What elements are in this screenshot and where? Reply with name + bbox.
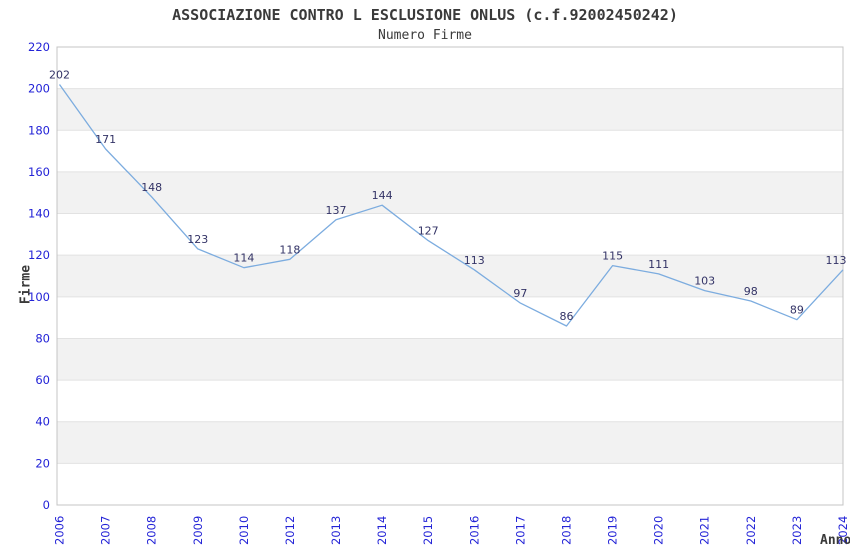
svg-text:2016: 2016 — [467, 516, 481, 545]
svg-text:111: 111 — [648, 258, 669, 271]
svg-text:127: 127 — [418, 225, 439, 238]
svg-text:60: 60 — [35, 373, 50, 387]
svg-text:123: 123 — [187, 233, 208, 246]
svg-text:202: 202 — [49, 69, 70, 82]
svg-text:2007: 2007 — [99, 516, 113, 545]
chart-subtitle: Numero Firme — [378, 28, 472, 43]
svg-text:2012: 2012 — [283, 516, 297, 545]
svg-text:2014: 2014 — [375, 516, 389, 545]
y-axis-title: Firme — [18, 264, 34, 305]
svg-text:140: 140 — [28, 207, 50, 221]
svg-text:2008: 2008 — [145, 516, 159, 545]
svg-text:144: 144 — [372, 189, 393, 202]
svg-text:115: 115 — [602, 250, 623, 263]
svg-text:180: 180 — [28, 123, 50, 137]
svg-text:114: 114 — [233, 252, 254, 265]
svg-text:2021: 2021 — [698, 516, 712, 545]
svg-text:2010: 2010 — [237, 516, 251, 545]
svg-text:89: 89 — [790, 304, 804, 317]
svg-text:98: 98 — [744, 285, 758, 298]
svg-text:137: 137 — [326, 204, 347, 217]
svg-text:160: 160 — [28, 165, 50, 179]
x-axis-ticks: 2006 2007 2008 2009 2010 2012 2013 2014 2015 2016… — [53, 516, 850, 545]
svg-text:113: 113 — [826, 254, 847, 267]
svg-text:2022: 2022 — [744, 516, 758, 545]
y-axis-ticks: 0 20 40 60 80 100 120 140 160 180 200 220 — [28, 40, 50, 512]
svg-text:200: 200 — [28, 82, 50, 96]
svg-text:2020: 2020 — [652, 516, 666, 545]
svg-text:171: 171 — [95, 133, 116, 146]
x-axis-title: Anno — [820, 533, 850, 548]
plot-bands — [57, 88, 843, 464]
svg-text:0: 0 — [43, 498, 50, 512]
chart-line — [58, 84, 844, 327]
svg-text:20: 20 — [35, 456, 50, 470]
svg-text:103: 103 — [694, 275, 715, 288]
svg-text:120: 120 — [28, 248, 50, 262]
grid-lines — [57, 88, 843, 464]
svg-text:113: 113 — [464, 254, 485, 267]
svg-text:97: 97 — [513, 287, 527, 300]
chart-title: ASSOCIAZIONE CONTRO L ESCLUSIONE ONLUS (… — [172, 6, 678, 24]
svg-text:118: 118 — [279, 243, 300, 256]
plot-border — [56, 46, 844, 506]
svg-text:86: 86 — [560, 310, 574, 323]
svg-text:2006: 2006 — [53, 516, 67, 545]
svg-text:100: 100 — [28, 290, 50, 304]
svg-text:2015: 2015 — [421, 516, 435, 545]
svg-text:80: 80 — [35, 332, 50, 346]
svg-text:2017: 2017 — [513, 516, 527, 545]
value-labels: 202 171 148 123 114 118 137 144 127 113 97 86 115 111… — [49, 69, 847, 324]
svg-text:40: 40 — [35, 415, 50, 429]
svg-text:2018: 2018 — [560, 516, 574, 545]
svg-text:2024: 2024 — [836, 516, 850, 545]
svg-text:220: 220 — [28, 40, 50, 54]
svg-text:2023: 2023 — [790, 516, 804, 545]
svg-text:148: 148 — [141, 181, 162, 194]
svg-text:2013: 2013 — [329, 516, 343, 545]
svg-text:2009: 2009 — [191, 516, 205, 545]
svg-text:2019: 2019 — [606, 516, 620, 545]
